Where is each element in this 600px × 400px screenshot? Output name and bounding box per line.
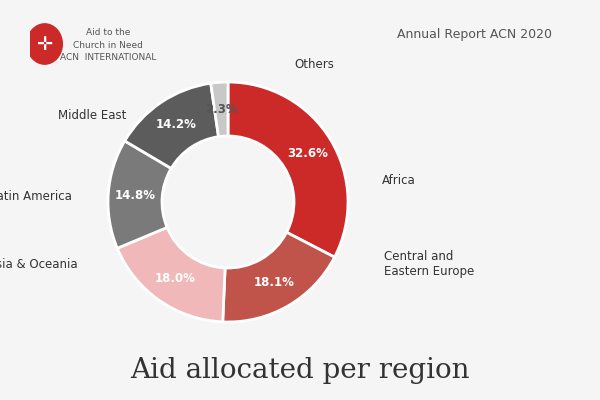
Wedge shape <box>117 228 225 322</box>
Text: ✛: ✛ <box>37 34 53 54</box>
Text: 14.2%: 14.2% <box>156 118 197 131</box>
Wedge shape <box>211 82 228 137</box>
Text: Asia & Oceania: Asia & Oceania <box>0 258 78 271</box>
Text: Others: Others <box>294 58 334 70</box>
Text: 32.6%: 32.6% <box>287 147 328 160</box>
Text: Aid to the
Church in Need
ACN  INTERNATIONAL: Aid to the Church in Need ACN INTERNATIO… <box>60 28 156 62</box>
Text: Africa: Africa <box>382 174 415 187</box>
Circle shape <box>27 24 62 64</box>
Wedge shape <box>125 83 218 168</box>
Wedge shape <box>228 82 348 257</box>
Text: Central and
Eastern Europe: Central and Eastern Europe <box>384 250 474 278</box>
Text: Middle East: Middle East <box>58 109 126 122</box>
Text: Annual Report ACN 2020: Annual Report ACN 2020 <box>397 28 552 41</box>
Text: Aid allocated per region: Aid allocated per region <box>130 357 470 384</box>
Text: 2.3%: 2.3% <box>205 103 238 116</box>
Text: 14.8%: 14.8% <box>115 189 156 202</box>
Text: 18.0%: 18.0% <box>154 272 195 285</box>
Text: 18.1%: 18.1% <box>254 276 295 289</box>
Wedge shape <box>223 232 335 322</box>
Wedge shape <box>108 141 171 248</box>
Text: Latin America: Latin America <box>0 190 72 202</box>
